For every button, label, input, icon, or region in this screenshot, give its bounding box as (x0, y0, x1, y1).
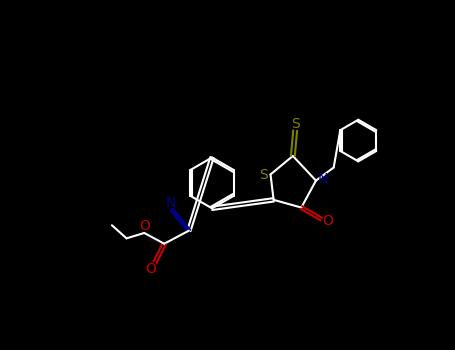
Text: N: N (318, 172, 328, 186)
Text: O: O (140, 219, 151, 233)
Text: S: S (291, 117, 299, 131)
Text: S: S (259, 168, 268, 182)
Text: O: O (322, 214, 333, 228)
Text: O: O (146, 262, 157, 276)
Text: N: N (165, 196, 176, 210)
